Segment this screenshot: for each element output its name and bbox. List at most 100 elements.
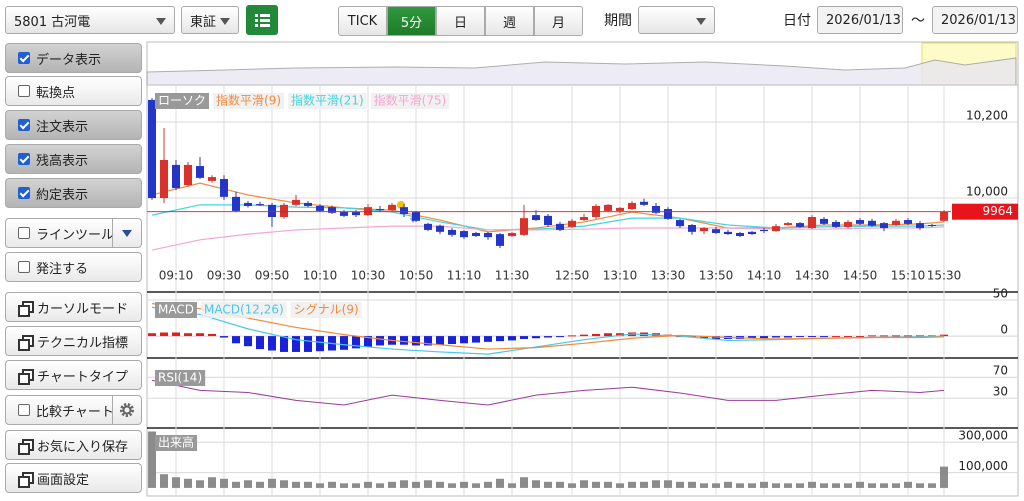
interval-button[interactable]: 月 <box>534 6 583 36</box>
histogram-bar <box>472 336 480 343</box>
histogram-bar <box>460 336 468 344</box>
volume-bar <box>244 480 252 488</box>
sidebar-button[interactable]: 比較チャート <box>5 395 142 425</box>
interval-group: TICK 5分日週月 <box>338 6 583 36</box>
sidebar-button[interactable]: カーソルモード <box>5 292 142 322</box>
volume-bar <box>760 481 768 488</box>
histogram-bar <box>292 336 300 352</box>
x-tick-label: 14:30 <box>795 269 830 283</box>
interval-button[interactable]: 5分 <box>387 6 436 36</box>
date-from[interactable]: 2026/01/13 <box>817 6 903 34</box>
histogram-bar <box>880 335 888 337</box>
volume-bar <box>292 481 300 488</box>
date-separator: ～ <box>911 13 925 29</box>
market-select[interactable]: 東証 <box>181 6 239 34</box>
candle-body <box>652 205 660 213</box>
candle-body <box>820 218 828 224</box>
sidebar-button[interactable]: ラインツール <box>5 218 142 248</box>
y-tick-label: 50 <box>993 287 1008 301</box>
histogram-bar <box>400 336 408 345</box>
sidebar-button[interactable]: チャートタイプ <box>5 360 142 390</box>
period-label: 期間 <box>604 13 632 29</box>
sidebar-button[interactable]: データ表示 <box>5 43 142 73</box>
symbol-select[interactable]: 5801 古河電 <box>5 6 175 34</box>
sidebar-label: 約定表示 <box>36 187 89 203</box>
histogram-bar <box>820 336 828 338</box>
volume-bar <box>508 483 516 488</box>
period-select[interactable] <box>638 6 715 34</box>
sidebar-button[interactable]: 転換点 <box>5 76 142 106</box>
legend-label: 指数平滑(21) <box>291 93 364 108</box>
checkbox <box>18 404 30 416</box>
sidebar-label: 比較チャート <box>36 404 114 420</box>
interval-button[interactable]: 週 <box>485 6 534 36</box>
market: 東証 <box>190 14 217 30</box>
histogram-bar <box>220 336 228 338</box>
volume-bar <box>256 481 264 488</box>
volume-bar <box>736 483 744 488</box>
candle-body <box>424 223 432 230</box>
date-to[interactable]: 2026/01/13 <box>932 6 1018 34</box>
histogram-bar <box>268 336 276 351</box>
volume-bar <box>160 474 168 488</box>
list-button[interactable] <box>246 5 278 35</box>
candle-body <box>676 220 684 227</box>
histogram-bar <box>196 333 204 337</box>
volume-bar <box>856 481 864 488</box>
histogram-bar <box>796 336 804 338</box>
volume-bar <box>148 431 156 488</box>
sidebar-button[interactable]: お気に入り保存 <box>5 430 142 460</box>
dropdown-button[interactable] <box>112 219 141 247</box>
date-from-text: 2026/01/13 <box>826 12 901 28</box>
histogram-bar <box>148 333 156 337</box>
volume-bar <box>460 481 468 488</box>
candle-body <box>352 212 360 216</box>
sidebar-button[interactable]: 画面設定 <box>5 463 142 493</box>
histogram-bar <box>232 336 240 344</box>
histogram-bar <box>940 334 948 337</box>
sidebar-button[interactable]: 残高表示 <box>5 144 142 174</box>
checkbox <box>18 227 30 239</box>
settings-button[interactable] <box>112 396 141 424</box>
window-icon <box>18 334 34 351</box>
legend-label: ローソク <box>158 94 206 108</box>
interval-button[interactable]: TICK <box>338 6 387 36</box>
candle-body <box>928 224 936 226</box>
histogram-bar <box>760 336 768 339</box>
volume-bar <box>388 481 396 488</box>
histogram-bar <box>868 335 876 337</box>
volume-bar <box>748 483 756 488</box>
histogram-bar <box>808 336 816 338</box>
x-tick-label: 09:10 <box>159 269 194 283</box>
volume-bar <box>172 477 180 488</box>
candle-body <box>856 220 864 224</box>
volume-bar <box>592 481 600 488</box>
volume-bar <box>832 483 840 488</box>
sidebar-button[interactable]: テクニカル指標 <box>5 326 142 356</box>
histogram-bar <box>832 336 840 338</box>
candle-body <box>580 217 588 221</box>
candle-body <box>376 209 384 211</box>
x-tick-label: 10:50 <box>399 269 434 283</box>
candle-body <box>448 229 456 235</box>
sidebar-button[interactable]: 注文表示 <box>5 110 142 140</box>
candle-body <box>196 166 204 178</box>
volume-bar <box>352 483 360 488</box>
window-icon <box>18 300 34 317</box>
candle-body <box>712 229 720 233</box>
volume-bar <box>940 466 948 488</box>
sidebar-label: お気に入り保存 <box>37 439 129 455</box>
candle-body <box>388 204 396 211</box>
volume-bar <box>184 478 192 488</box>
x-tick-label: 11:10 <box>447 269 482 283</box>
checkbox <box>18 187 30 199</box>
caret <box>122 229 132 237</box>
sidebar-button[interactable]: 約定表示 <box>5 178 142 208</box>
legend-box <box>213 93 285 109</box>
interval-button[interactable]: 日 <box>436 6 485 36</box>
sidebar-button[interactable]: 発注する <box>5 252 142 282</box>
y-tick-label: 300,000 <box>958 429 1008 443</box>
chart-border <box>146 41 1019 497</box>
volume-bar <box>616 483 624 488</box>
